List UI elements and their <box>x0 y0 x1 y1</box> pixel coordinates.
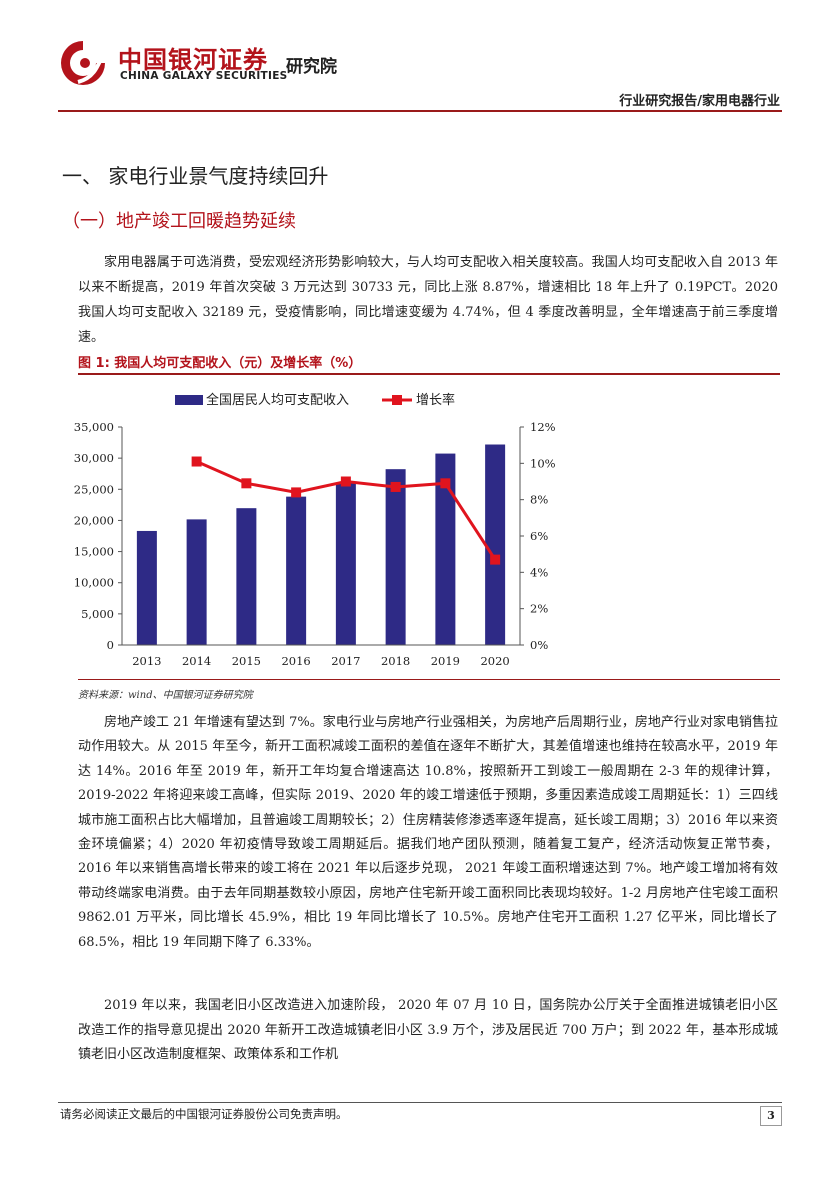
paragraph-2: 房地产竣工 21 年增速有望达到 7%。家电行业与房地产行业强相关，为房地产后周… <box>78 715 778 950</box>
legend-label-income: 全国居民人均可支配收入 <box>206 392 349 408</box>
x-tick-label: 2020 <box>480 654 509 668</box>
legend-swatch-income <box>175 395 203 405</box>
growth-point <box>291 487 302 498</box>
y-left-tick-label: 25,000 <box>74 482 114 496</box>
page-number: 3 <box>760 1106 782 1126</box>
growth-point <box>440 478 451 489</box>
income-growth-chart: 0 5,000 10,000 15,000 20,000 25,000 30,000 35,0… <box>74 392 556 668</box>
bar <box>186 519 207 645</box>
figure-top-rule <box>78 373 780 375</box>
report-type: 行业研究报告/家用电器行业 <box>619 94 780 109</box>
y-right-tick-label: 8% <box>530 493 548 507</box>
growth-point <box>390 481 401 492</box>
footer-divider <box>58 1102 782 1103</box>
bar <box>136 530 157 645</box>
y-right-tick-label: 2% <box>530 602 548 616</box>
y-left-tick-label: 15,000 <box>74 545 114 559</box>
bar <box>286 496 307 645</box>
growth-point <box>241 478 252 489</box>
y-left-tick-label: 0 <box>107 638 114 652</box>
figure-title: 图 1: 我国人均可支配收入（元）及增长率（%） <box>78 356 362 371</box>
y-right-tick-label: 4% <box>530 565 548 579</box>
section-title: 一、 家电行业景气度持续回升 <box>62 164 329 188</box>
y-left-tick-label: 5,000 <box>81 607 114 621</box>
y-right-tick-label: 0% <box>530 638 548 652</box>
paragraph-1: 家用电器属于可选消费，受宏观经济形势影响较大，与人均可支配收入相关度较高。我国人… <box>78 255 778 345</box>
x-tick-label: 2018 <box>381 654 410 668</box>
y-left-tick-label: 20,000 <box>74 513 114 527</box>
footer-disclaimer: 请务必阅读正文最后的中国银河证券股份公司免责声明。 <box>60 1107 348 1121</box>
x-tick-label: 2017 <box>331 654 360 668</box>
x-tick-label: 2014 <box>182 654 211 668</box>
y-left-tick-label: 30,000 <box>74 451 114 465</box>
growth-point <box>340 476 351 487</box>
y-right-tick-label: 10% <box>530 456 556 470</box>
paragraph-3: 2019 年以来，我国老旧小区改造进入加速阶段， 2020 年 07 月 10 … <box>78 998 778 1063</box>
y-left-tick-label: 35,000 <box>74 420 114 434</box>
y-right-tick-label: 12% <box>530 420 556 434</box>
bar <box>236 508 257 645</box>
figure-bottom-rule <box>78 679 780 680</box>
growth-point <box>191 456 202 467</box>
institute-label: 研究院 <box>286 57 337 77</box>
figure-source: 资料来源：wind、中国银河证券研究院 <box>78 690 253 701</box>
x-tick-label: 2015 <box>232 654 261 668</box>
header-divider <box>58 110 782 112</box>
y-left-tick-label: 10,000 <box>74 576 114 590</box>
bar <box>385 469 406 645</box>
galaxy-logo-icon <box>61 41 106 85</box>
company-name-en: CHINA GALAXY SECURITIES <box>120 70 288 82</box>
bar <box>335 483 356 645</box>
x-tick-label: 2016 <box>281 654 310 668</box>
x-tick-label: 2019 <box>431 654 460 668</box>
growth-point <box>490 554 501 565</box>
x-tick-label: 2013 <box>132 654 161 668</box>
company-name-cn: 中国银河证券 <box>118 46 268 74</box>
legend-label-growth: 增长率 <box>416 392 455 408</box>
legend-swatch-growth-marker <box>392 395 402 405</box>
subsection-title: （一）地产竣工回暖趋势延续 <box>62 211 296 232</box>
y-right-tick-label: 6% <box>530 529 548 543</box>
bar <box>435 453 456 645</box>
bar <box>485 444 506 645</box>
